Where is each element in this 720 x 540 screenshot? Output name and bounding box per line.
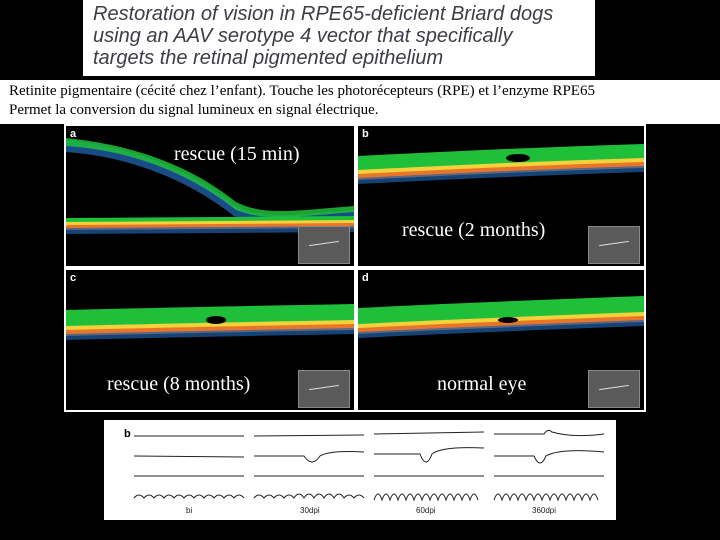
- retina-scan-b: [358, 144, 644, 184]
- title-line-1: Restoration of vision in RPE65-deficient…: [93, 3, 554, 25]
- label-rescue-8-months: rescue (8 months): [107, 373, 251, 395]
- caption-line-1: Retinite pigmentaire (cécité chez l’enfa…: [9, 83, 595, 99]
- fundus-inset-c: [298, 370, 350, 408]
- label-rescue-15-min: rescue (15 min): [174, 143, 300, 165]
- fundus-inset-b: [588, 226, 640, 264]
- fundus-inset-d: [588, 370, 640, 408]
- erg-timepoint-60dpi: 60dpi: [416, 506, 436, 515]
- title-box: Restoration of vision in RPE65-deficient…: [83, 0, 595, 76]
- retina-scan-d: [358, 296, 644, 338]
- fundus-inset-a: [298, 226, 350, 264]
- label-normal-eye: normal eye: [437, 373, 527, 395]
- panel-letter-b: b: [362, 128, 369, 140]
- title-line-3: targets the retinal pigmented epithelium: [93, 47, 444, 69]
- erg-timepoint-30dpi: 30dpi: [300, 506, 320, 515]
- label-rescue-2-months: rescue (2 months): [402, 219, 546, 241]
- oct-panel-a: a: [66, 126, 354, 266]
- caption: Retinite pigmentaire (cécité chez l’enfa…: [0, 80, 720, 124]
- caption-line-2: Permet la conversion du signal lumineux …: [9, 102, 379, 118]
- erg-timepoint-bi: bi: [186, 506, 193, 515]
- erg-letter: b: [124, 428, 131, 440]
- erg-timepoint-360dpi: 360dpi: [532, 506, 557, 515]
- oct-panel-c: c: [66, 270, 354, 410]
- panel-letter-a: a: [70, 128, 77, 140]
- oct-panel-b: b: [358, 126, 644, 266]
- oct-panel-d: d: [358, 270, 644, 410]
- oct-figure: a b c: [64, 124, 646, 412]
- retina-scan-a: [66, 138, 354, 234]
- erg-traces: [133, 429, 605, 502]
- erg-figure: b bi 30dpi 60dpi 360dpi: [104, 420, 616, 520]
- panel-letter-d: d: [362, 272, 369, 284]
- title-line-2: using an AAV serotype 4 vector that spec…: [93, 25, 513, 47]
- retina-scan-c: [66, 304, 354, 340]
- panel-letter-c: c: [70, 272, 77, 284]
